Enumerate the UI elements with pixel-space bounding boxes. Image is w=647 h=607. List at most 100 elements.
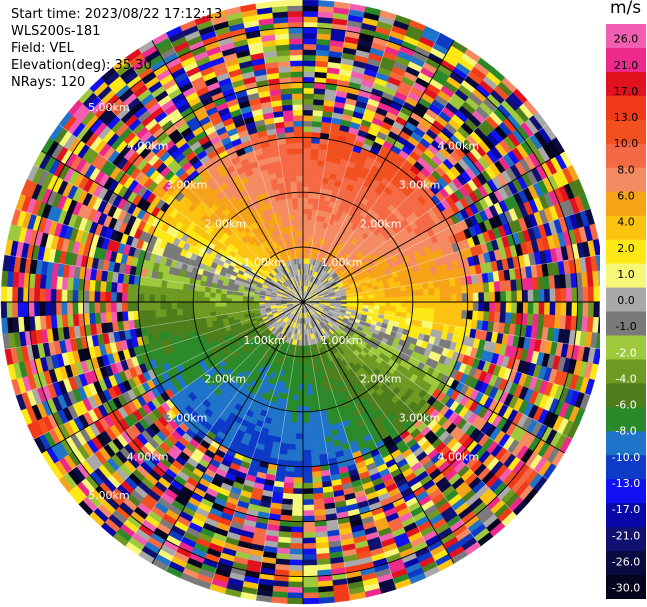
gate-61-24 (288, 432, 297, 440)
gate-32-54 (595, 332, 600, 350)
gate-61-16 (293, 389, 299, 396)
gate-88-13 (226, 305, 233, 311)
gate-29-21 (417, 295, 425, 303)
gate-31-24 (433, 308, 441, 317)
gate-60-23 (295, 427, 304, 434)
gate-60-41 (290, 526, 304, 533)
gate-29-41 (527, 289, 534, 303)
gate-58-16 (307, 389, 313, 396)
gate-31-19 (406, 307, 413, 314)
gate-30-17 (396, 301, 403, 308)
gate-61-33 (283, 481, 294, 489)
gate-29-42 (533, 289, 540, 303)
gate-88-21 (182, 307, 189, 315)
gate-28-11 (362, 294, 370, 300)
gate-29-36 (500, 291, 507, 303)
gate-29-13 (374, 297, 381, 303)
gate-30-50 (576, 301, 584, 317)
gate-60-33 (293, 482, 304, 489)
gate-90-39 (83, 290, 90, 303)
gate-90-41 (72, 289, 79, 303)
gate-0-52 (302, 10, 319, 18)
gate-60-18 (297, 400, 304, 407)
gate-31-21 (417, 307, 424, 315)
gate-0-28 (302, 142, 312, 149)
gate-0-29 (302, 137, 312, 144)
gate-1-37 (313, 93, 326, 101)
gate-58-13 (306, 372, 312, 379)
gate-28-26 (444, 286, 452, 295)
gate-0-45 (302, 49, 317, 56)
gate-0-18 (302, 197, 309, 204)
gate-0-26 (302, 153, 311, 160)
gate-90-12 (231, 298, 238, 303)
gate-60-48 (288, 564, 304, 572)
gate-90-10 (242, 298, 249, 303)
gate-30-42 (533, 301, 540, 315)
gate-28-33 (482, 282, 490, 293)
gate-31-33 (482, 311, 490, 322)
gate-28-22 (422, 288, 430, 296)
gate-27-22 (422, 282, 429, 290)
gate-89-13 (225, 301, 232, 307)
gate-58-20 (308, 411, 316, 418)
gate-60-45 (289, 548, 304, 555)
gate-88-36 (99, 312, 107, 324)
gate-59-54 (302, 597, 320, 605)
gate-90-17 (203, 296, 210, 303)
gate-90-22 (176, 295, 183, 303)
gate-59-27 (302, 449, 312, 456)
gate-30-20 (412, 301, 419, 309)
gate-0-53 (302, 5, 319, 12)
gate-59-11 (302, 362, 307, 369)
gate-89-10 (242, 301, 249, 306)
gate-89-14 (220, 301, 227, 307)
gate-30-13 (374, 301, 381, 307)
gate-59-23 (302, 427, 311, 434)
gate-61-23 (289, 427, 297, 434)
gate-28-34 (488, 281, 496, 293)
gate-57-22 (315, 421, 323, 428)
gate-30-52 (587, 301, 595, 318)
gate-59-13 (302, 373, 308, 380)
gate-89-35 (105, 301, 112, 313)
gate-61-26 (287, 443, 296, 451)
gate-1-24 (309, 164, 318, 172)
gate-58-19 (308, 405, 315, 412)
gate-59-35 (302, 493, 314, 500)
gate-59-38 (302, 510, 315, 517)
gate-61-32 (283, 476, 295, 484)
gate-59-15 (302, 384, 308, 391)
gate-60-24 (295, 433, 304, 440)
gate-29-34 (489, 291, 496, 303)
gate-28-20 (412, 289, 419, 297)
gate-1-18 (307, 197, 315, 204)
gate-60-25 (295, 438, 304, 445)
gate-29-27 (450, 293, 457, 303)
gate-90-29 (138, 293, 145, 303)
gate-58-28 (310, 454, 320, 462)
gate-60-46 (289, 554, 304, 561)
gate-28-31 (472, 283, 479, 294)
gate-60-35 (292, 493, 304, 500)
gate-88-10 (242, 304, 249, 309)
gate-58-14 (306, 378, 312, 385)
gate-30-34 (489, 301, 496, 313)
gate-0-17 (302, 202, 309, 209)
gate-29-15 (385, 297, 392, 303)
gate-30-25 (439, 301, 446, 310)
gate-61-28 (286, 454, 296, 462)
gate-89-28 (143, 301, 150, 311)
gate-58-35 (312, 492, 324, 500)
gate-28-21 (417, 289, 424, 297)
gate-28-36 (499, 280, 507, 292)
gate-88-18 (198, 306, 205, 314)
gate-89-41 (72, 301, 79, 315)
gate-89-11 (236, 301, 243, 306)
gate-60-49 (288, 570, 304, 577)
gate-0-21 (302, 180, 310, 188)
gate-1-14 (306, 219, 312, 226)
gate-29-53 (593, 286, 600, 303)
gate-0-49 (302, 27, 318, 34)
gate-88-12 (231, 305, 238, 310)
